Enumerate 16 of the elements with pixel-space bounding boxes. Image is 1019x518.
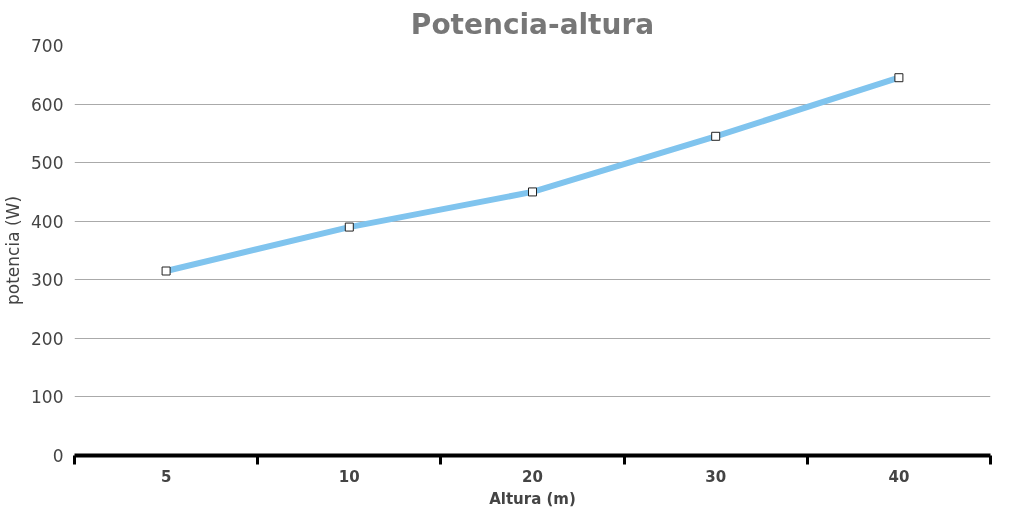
y-tick-label: 400	[31, 211, 64, 232]
y-tick-label: 700	[31, 36, 64, 56]
y-axis-title: potencia (W)	[3, 195, 24, 306]
y-tick-label: 600	[31, 94, 64, 115]
x-tick-label: 10	[338, 467, 360, 486]
x-tick-label: 30	[705, 467, 727, 486]
y-tick-label: 200	[31, 328, 64, 349]
chart-title: Potencia-altura	[410, 7, 655, 41]
x-tick-label: 20	[522, 467, 543, 486]
y-tick-label: 100	[31, 387, 64, 408]
x-tick-label: 5	[160, 467, 172, 486]
x-tick-label: 40	[888, 467, 910, 486]
y-tick-label: 300	[31, 270, 64, 291]
y-tick-label: 500	[31, 153, 64, 174]
y-tick-label: 0	[52, 446, 64, 466]
x-axis-title: Altura (m)	[489, 489, 576, 508]
